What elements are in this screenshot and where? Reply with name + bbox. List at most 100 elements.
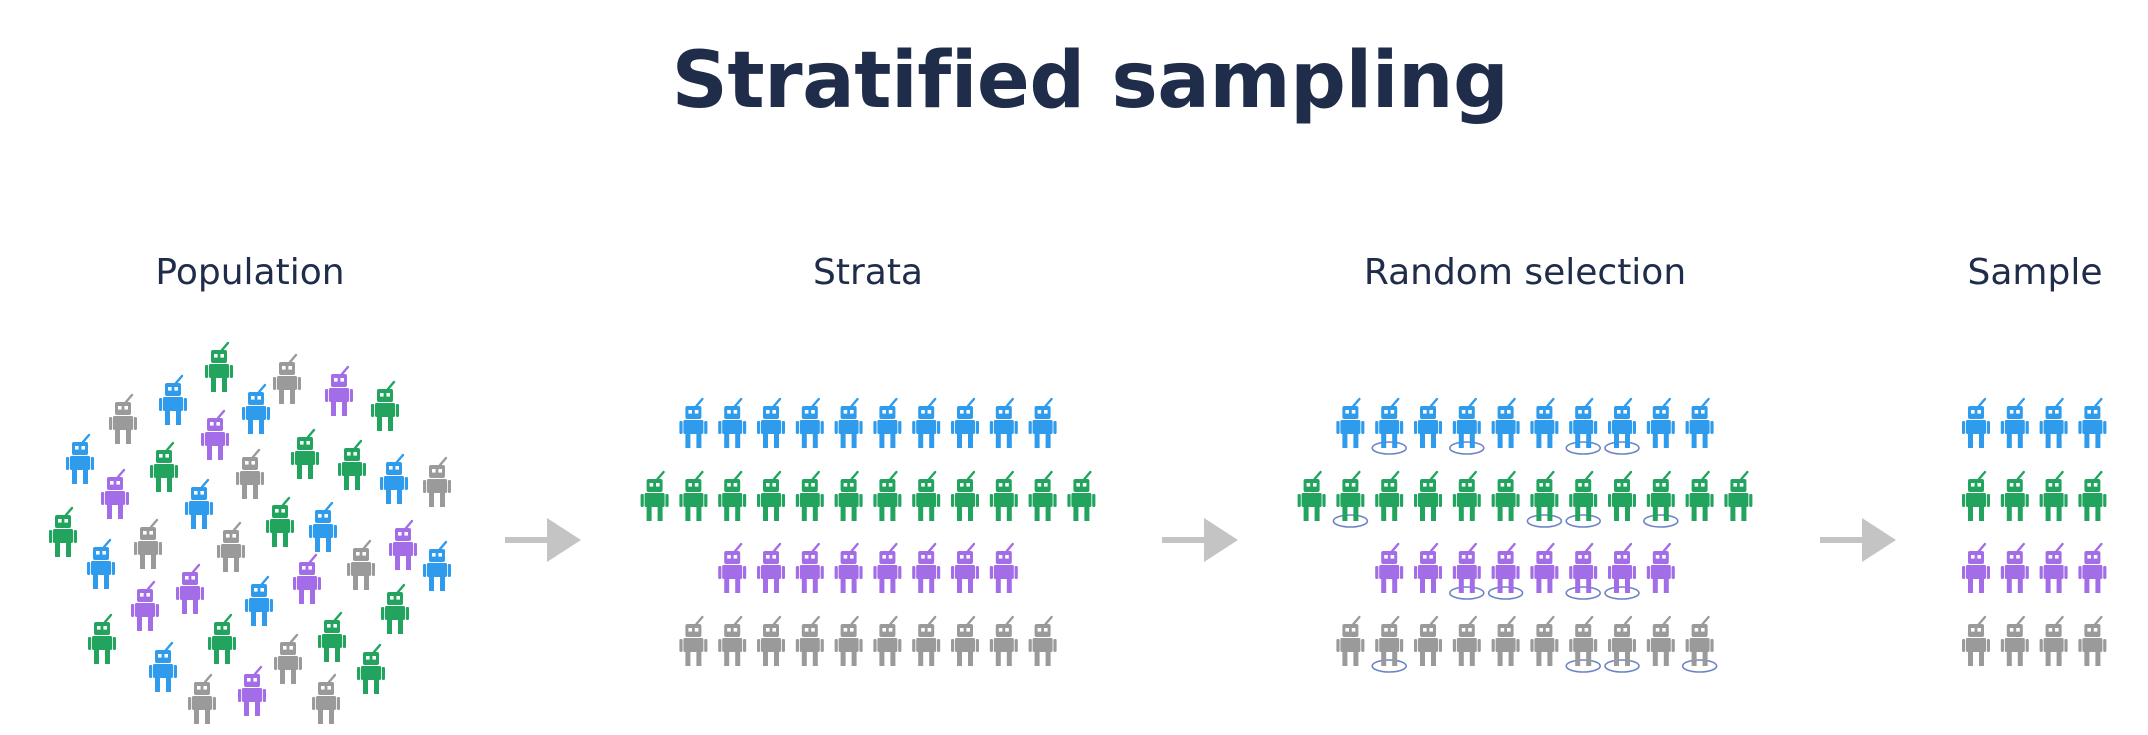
robot-icon bbox=[757, 542, 785, 593]
robot-icon bbox=[1336, 470, 1365, 521]
robot-icon bbox=[1452, 397, 1481, 448]
robot-icon bbox=[873, 397, 902, 448]
robot-icon bbox=[266, 496, 294, 547]
selection-ring bbox=[1371, 659, 1407, 673]
robot-icon bbox=[1569, 542, 1598, 593]
robot-icon bbox=[109, 393, 137, 444]
robot-icon bbox=[1962, 470, 1990, 521]
robot-icon bbox=[951, 615, 979, 666]
robot-icon bbox=[1569, 615, 1598, 666]
robot-icon bbox=[66, 433, 94, 484]
robot-icon bbox=[912, 542, 941, 593]
robot-icon bbox=[873, 542, 902, 593]
robot-icon bbox=[989, 542, 1018, 593]
robot-icon bbox=[273, 353, 301, 404]
robot-icon bbox=[149, 641, 177, 692]
arrows bbox=[505, 518, 1896, 562]
selection-ring bbox=[1565, 441, 1601, 455]
robot-icon bbox=[912, 470, 941, 521]
robot-icon bbox=[1491, 615, 1520, 666]
selection-ring bbox=[1565, 659, 1601, 673]
robot-icon bbox=[357, 643, 385, 694]
robot-icon bbox=[1414, 615, 1442, 666]
robot-icon bbox=[2078, 615, 2107, 666]
robot-icon bbox=[325, 365, 353, 416]
robot-icon bbox=[1685, 470, 1714, 521]
robot-icon bbox=[176, 563, 204, 614]
robot-icon bbox=[1569, 470, 1598, 521]
robot-icon bbox=[1414, 542, 1442, 593]
robot-icon bbox=[2039, 470, 2068, 521]
robot-icon bbox=[951, 542, 979, 593]
robot-icon bbox=[217, 521, 245, 572]
robot-icon bbox=[274, 633, 302, 684]
robot-icon bbox=[795, 542, 824, 593]
robot-icon bbox=[1297, 470, 1326, 521]
robot-icon bbox=[49, 506, 77, 557]
robot-icon bbox=[834, 470, 863, 521]
robot-icon bbox=[795, 615, 824, 666]
robot-icon bbox=[679, 470, 708, 521]
robot-icon bbox=[2039, 615, 2068, 666]
robot-icon bbox=[1646, 397, 1675, 448]
selection-ring bbox=[1487, 586, 1524, 600]
robot-icon bbox=[1530, 470, 1559, 521]
robot-icon bbox=[718, 470, 747, 521]
robot-icon bbox=[1028, 615, 1057, 666]
robot-icon bbox=[912, 615, 941, 666]
robot-icon bbox=[757, 397, 785, 448]
selection-ring bbox=[1565, 586, 1601, 600]
robot-icon bbox=[1414, 470, 1442, 521]
robot-icon bbox=[1608, 397, 1636, 448]
robot-icon bbox=[989, 615, 1018, 666]
robot-icon bbox=[1962, 397, 1990, 448]
sample-label: Sample bbox=[1967, 252, 2103, 293]
random-selection-label: Random selection bbox=[1363, 252, 1687, 293]
robot-icon bbox=[1646, 542, 1675, 593]
robot-icon bbox=[834, 542, 863, 593]
robot-icon bbox=[1375, 470, 1404, 521]
arrow-right-icon bbox=[505, 518, 581, 562]
robot-icon bbox=[1452, 470, 1481, 521]
robot-icon bbox=[134, 518, 162, 569]
population-cluster bbox=[49, 341, 451, 724]
robot-icon bbox=[1724, 470, 1753, 521]
robot-icon bbox=[834, 397, 863, 448]
robot-icon bbox=[1336, 397, 1365, 448]
selection-ring bbox=[1604, 659, 1640, 673]
robot-icon bbox=[873, 470, 902, 521]
robot-icon bbox=[423, 456, 451, 507]
robot-icon bbox=[1375, 542, 1404, 593]
selection-ring bbox=[1449, 441, 1485, 455]
robot-icon bbox=[423, 540, 451, 591]
robot-icon bbox=[150, 441, 178, 492]
robot-icon bbox=[1530, 615, 1559, 666]
robot-icon bbox=[242, 383, 270, 434]
robot-icon bbox=[236, 448, 264, 499]
robot-icon bbox=[2078, 397, 2107, 448]
selection-ring bbox=[1565, 514, 1601, 528]
selection-ring bbox=[1643, 514, 1679, 528]
robot-icon bbox=[1962, 542, 1990, 593]
robot-icon bbox=[87, 538, 115, 589]
robot-icon bbox=[2000, 470, 2029, 521]
robot-icon bbox=[1530, 397, 1559, 448]
robot-icon bbox=[1491, 542, 1520, 593]
robot-icon bbox=[1685, 615, 1714, 666]
robot-icon bbox=[1452, 615, 1481, 666]
robot-icon bbox=[718, 542, 747, 593]
robot-icon bbox=[718, 615, 747, 666]
robot-icon bbox=[1569, 397, 1598, 448]
robot-icon bbox=[2000, 542, 2029, 593]
strata-label: Strata bbox=[812, 252, 924, 293]
robot-icon bbox=[1375, 615, 1404, 666]
robot-icon bbox=[88, 613, 116, 664]
robot-icon bbox=[1646, 615, 1675, 666]
robot-icon bbox=[2039, 542, 2068, 593]
selection-ring bbox=[1681, 659, 1718, 673]
robot-icon bbox=[1962, 615, 1990, 666]
robot-icon bbox=[2078, 470, 2107, 521]
robot-icon bbox=[1608, 470, 1636, 521]
robot-icon bbox=[1608, 542, 1636, 593]
